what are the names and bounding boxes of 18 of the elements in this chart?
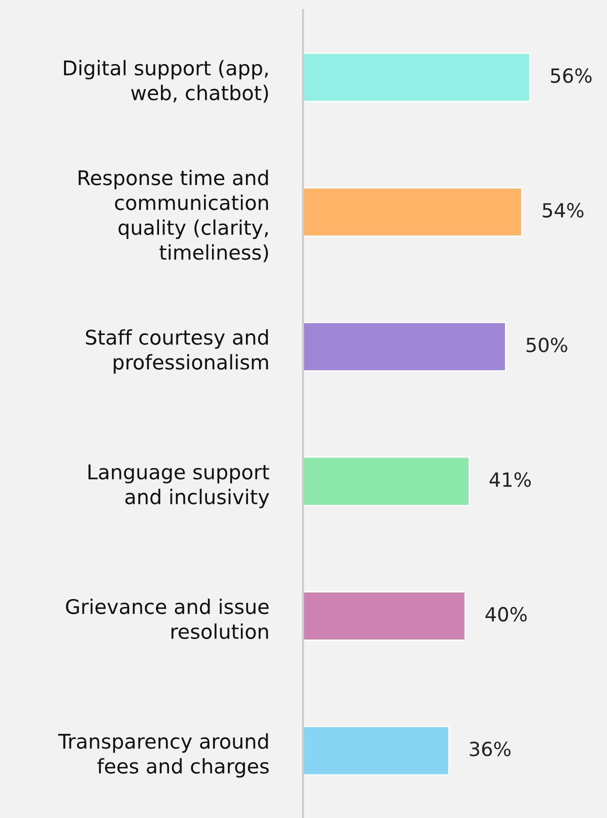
data-label: 56% (550, 68, 592, 83)
bar (303, 456, 470, 506)
y-tick-label: Transparency around fees and charges (58, 733, 269, 778)
data-label: 40% (486, 606, 527, 622)
y-tick-label: Staff courtesy and professionalism (86, 329, 268, 374)
y-tick-label: Grievance and issue resolution (66, 598, 269, 640)
y-tick-label: Response time and communication quality (clarity, timeliness) (78, 170, 268, 262)
bar (303, 322, 506, 372)
bar (303, 591, 466, 641)
bar (303, 52, 531, 102)
data-label: 36% (470, 742, 511, 756)
bar (303, 726, 450, 776)
data-label: 54% (542, 202, 584, 218)
y-tick-label: Language support and inclusivity (88, 464, 270, 508)
data-label: 41% (490, 472, 531, 487)
y-tick-label: Digital support (app, web, chatbot) (64, 60, 268, 103)
bar (303, 187, 523, 237)
data-label: 50% (526, 338, 568, 352)
